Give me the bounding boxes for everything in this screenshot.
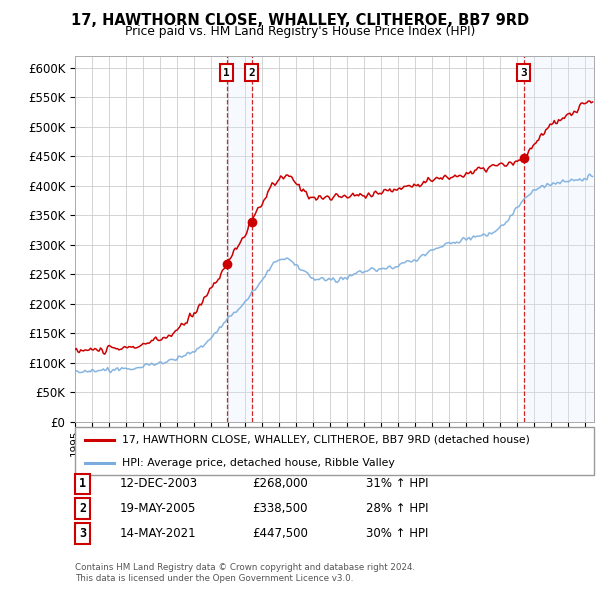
Text: 1: 1 <box>79 477 86 490</box>
Text: 14-MAY-2021: 14-MAY-2021 <box>120 527 197 540</box>
Text: 1: 1 <box>223 68 230 77</box>
Bar <box>227 56 251 422</box>
Text: 30% ↑ HPI: 30% ↑ HPI <box>366 527 428 540</box>
Text: This data is licensed under the Open Government Licence v3.0.: This data is licensed under the Open Gov… <box>75 574 353 583</box>
Text: 17, HAWTHORN CLOSE, WHALLEY, CLITHEROE, BB7 9RD: 17, HAWTHORN CLOSE, WHALLEY, CLITHEROE, … <box>71 13 529 28</box>
Text: £268,000: £268,000 <box>252 477 308 490</box>
Text: 12-DEC-2003: 12-DEC-2003 <box>120 477 198 490</box>
Text: 19-MAY-2005: 19-MAY-2005 <box>120 502 196 515</box>
Text: £338,500: £338,500 <box>252 502 308 515</box>
Text: 3: 3 <box>520 68 527 77</box>
Text: £447,500: £447,500 <box>252 527 308 540</box>
Text: 28% ↑ HPI: 28% ↑ HPI <box>366 502 428 515</box>
FancyBboxPatch shape <box>75 427 594 475</box>
Text: Price paid vs. HM Land Registry's House Price Index (HPI): Price paid vs. HM Land Registry's House … <box>125 25 475 38</box>
Text: HPI: Average price, detached house, Ribble Valley: HPI: Average price, detached house, Ribb… <box>122 458 394 468</box>
Text: 2: 2 <box>79 502 86 515</box>
Text: 2: 2 <box>248 68 255 77</box>
Bar <box>524 56 594 422</box>
Text: 17, HAWTHORN CLOSE, WHALLEY, CLITHEROE, BB7 9RD (detached house): 17, HAWTHORN CLOSE, WHALLEY, CLITHEROE, … <box>122 435 530 445</box>
Text: Contains HM Land Registry data © Crown copyright and database right 2024.: Contains HM Land Registry data © Crown c… <box>75 563 415 572</box>
Text: 31% ↑ HPI: 31% ↑ HPI <box>366 477 428 490</box>
Text: 3: 3 <box>79 527 86 540</box>
